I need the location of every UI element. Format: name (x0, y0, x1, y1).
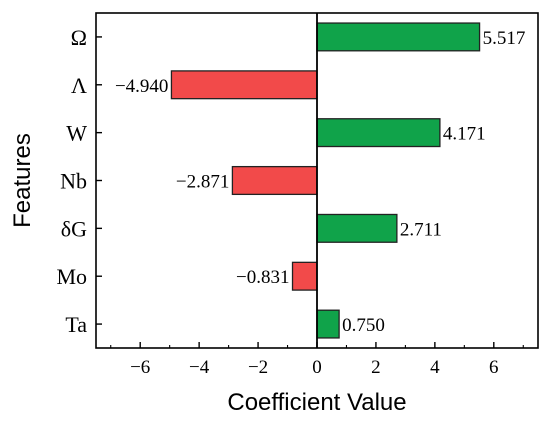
bar-5 (291, 261, 318, 291)
x-axis-title: Coefficient Value (227, 389, 406, 416)
x-tick-label-3: 0 (312, 357, 322, 378)
bar-6 (316, 309, 340, 339)
bars-group (170, 22, 481, 339)
x-ticks-group: −6 −4 −2 0 2 4 6 (110, 342, 524, 378)
bar-2 (316, 118, 441, 148)
y-tick-label-6: Ta (65, 312, 87, 337)
bar-4 (316, 213, 398, 243)
x-tick-label-4: 2 (371, 357, 381, 378)
value-labels-group: 5.517 −4.940 4.171 −2.871 2.711 −0.831 0.750 (115, 28, 525, 336)
y-ticks-group: ΩΛW Nb δG Mo Ta (56, 25, 102, 337)
y-tick-label-5: Mo (56, 264, 87, 289)
x-tick-label-5: 4 (430, 357, 440, 378)
x-tick-label-6: 6 (489, 357, 499, 378)
bar-1 (170, 70, 318, 100)
x-tick-label-1: −4 (189, 357, 210, 378)
y-tick-label-1: Λ (71, 73, 87, 98)
x-tick-label-0: −6 (130, 357, 150, 378)
bar-3 (231, 165, 318, 196)
y-axis-title: Features (9, 133, 36, 228)
value-label-6: 0.750 (342, 315, 385, 336)
value-label-3: −2.871 (176, 172, 229, 193)
value-label-5: −0.831 (236, 267, 289, 288)
y-tick-label-3: Nb (60, 169, 87, 194)
y-tick-label-2: W (66, 121, 87, 146)
value-label-0: 5.517 (483, 28, 526, 49)
value-label-2: 4.171 (443, 124, 486, 145)
y-tick-label-4: δG (61, 216, 87, 241)
y-tick-label-0: Ω (71, 25, 87, 50)
bar-0 (316, 22, 481, 52)
value-label-4: 2.711 (400, 219, 442, 240)
x-tick-label-2: −2 (248, 357, 268, 378)
value-label-1: −4.940 (115, 76, 168, 97)
